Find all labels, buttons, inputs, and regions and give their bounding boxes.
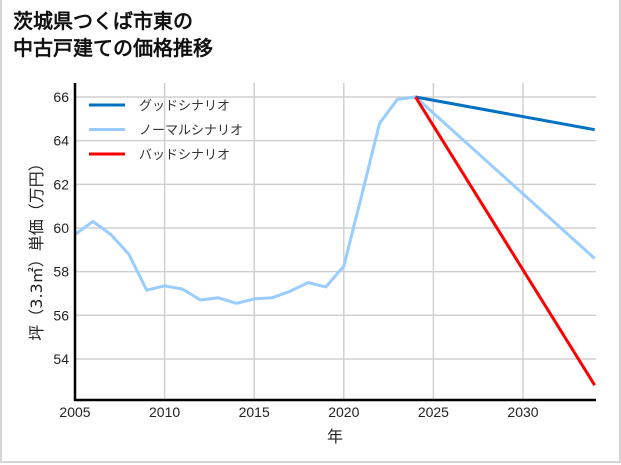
y-tick-label: 64 [53, 133, 69, 149]
legend-label: ノーマルシナリオ [139, 124, 243, 139]
x-axis-label: 年 [327, 427, 343, 446]
x-tick-label: 2030 [507, 404, 538, 420]
y-tick-label: 56 [53, 307, 69, 323]
y-tick-label: 60 [53, 220, 69, 236]
tick-labels: 2005 2010 2015 2020 2025 2030 54 56 58 60 62 64 66 [53, 89, 538, 420]
legend-label: グッドシナリオ [139, 99, 230, 114]
y-axis-label: 坪（3.3㎡）単価（万円） [27, 155, 46, 340]
x-tick-label: 2025 [418, 404, 449, 420]
axes [73, 83, 596, 402]
series-lines [74, 95, 596, 386]
series-line [414, 96, 596, 386]
x-tick-label: 2015 [239, 404, 270, 420]
y-tick-label: 58 [53, 264, 69, 280]
y-tick-label: 62 [53, 176, 69, 192]
title-line-2: 中古戸建ての価格推移 [13, 36, 213, 60]
y-tick-label: 54 [53, 351, 69, 367]
series-line [415, 95, 595, 132]
title-line-1: 茨城県つくば市東の [13, 9, 193, 33]
x-tick-label: 2005 [59, 404, 90, 420]
legend-label: バッドシナリオ [139, 148, 230, 163]
chart-title: 茨城県つくば市東の 中古戸建ての価格推移 [13, 8, 213, 62]
x-tick-label: 2020 [328, 404, 359, 420]
y-tick-label: 66 [53, 89, 69, 105]
x-tick-label: 2010 [149, 404, 180, 420]
series-line [74, 95, 596, 305]
grid-lines [75, 83, 596, 400]
